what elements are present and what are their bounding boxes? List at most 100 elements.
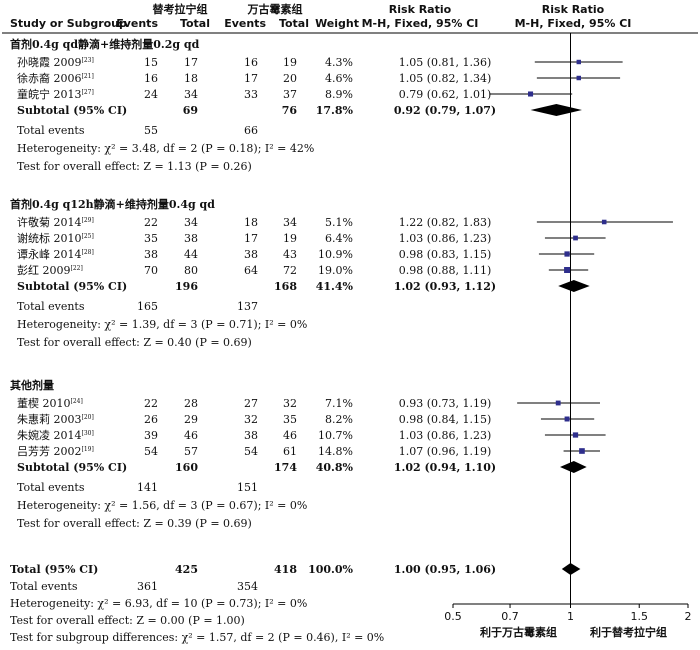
subtotal-weight-2: 40.8% xyxy=(316,461,354,474)
subgroup-total-events-label-2: Total events xyxy=(17,481,85,494)
rr-plot-method-header: M-H, Fixed, 95% CI xyxy=(515,17,632,30)
study-n2-3: 34 xyxy=(283,216,297,229)
study-n2-0: 19 xyxy=(283,56,297,69)
study-marker-7 xyxy=(555,400,561,406)
subgroup-overall-effect-1: Test for overall effect: Z = 0.40 (P = 0… xyxy=(17,336,252,349)
study-name-3: 许敬菊 2014[29] xyxy=(17,216,94,229)
study-name-8: 朱惠莉 2003[20] xyxy=(17,412,94,426)
total-ci: 1.00 (0.95, 1.06) xyxy=(394,563,496,576)
study-e1-6: 70 xyxy=(144,264,158,277)
study-ci-3: 1.22 (0.82, 1.83) xyxy=(399,216,492,229)
study-e1-3: 22 xyxy=(144,216,158,229)
subtotal-n1-1: 196 xyxy=(175,280,198,293)
study-e1-7: 22 xyxy=(144,397,158,410)
study-weight-3: 5.1% xyxy=(325,216,353,229)
study-ci-10: 1.07 (0.96, 1.19) xyxy=(399,445,492,458)
study-marker-1 xyxy=(576,75,582,81)
study-name-7: 董楔 2010[24] xyxy=(17,397,83,410)
subtotal-weight-1: 41.4% xyxy=(316,280,354,293)
x-tick-label-0: 0.5 xyxy=(444,610,462,623)
subgroup-total-events-e1-0: 55 xyxy=(144,124,158,137)
study-ci-9: 1.03 (0.86, 1.23) xyxy=(399,429,492,442)
study-e2-7: 27 xyxy=(244,397,258,410)
rr-method-header: M-H, Fixed, 95% CI xyxy=(362,17,479,30)
study-n2-4: 19 xyxy=(283,232,297,245)
study-weight-4: 6.4% xyxy=(325,232,353,245)
subgroup-title-1: 首剂0.4g q12h静滴+维持剂量0.4g qd xyxy=(10,197,215,211)
study-weight-2: 8.9% xyxy=(325,88,353,101)
study-e2-2: 33 xyxy=(244,88,258,101)
study-e1-9: 39 xyxy=(144,429,158,442)
study-column-header: Study or Subgroup xyxy=(10,17,127,30)
study-n2-5: 43 xyxy=(283,248,297,261)
x-tick-label-2: 1 xyxy=(567,610,574,623)
study-n1-0: 17 xyxy=(184,56,198,69)
study-name-6: 彭红 2009[22] xyxy=(17,263,83,277)
study-e1-1: 16 xyxy=(144,72,158,85)
study-n1-4: 38 xyxy=(184,232,198,245)
study-n1-2: 34 xyxy=(184,88,198,101)
study-name-1: 徐赤裔 2006[21] xyxy=(17,71,94,85)
x-tick-label-3: 1.5 xyxy=(630,610,648,623)
subtotal-n2-2: 174 xyxy=(274,461,297,474)
study-n2-8: 35 xyxy=(283,413,297,426)
study-e1-10: 54 xyxy=(144,445,158,458)
subgroup-overall-effect-2: Test for overall effect: Z = 0.39 (P = 0… xyxy=(17,517,252,530)
study-n1-3: 34 xyxy=(184,216,198,229)
total-label: Total (95% CI) xyxy=(10,563,98,576)
subtotal-ci-0: 0.92 (0.79, 1.07) xyxy=(394,104,496,117)
subgroup-total-events-e2-1: 137 xyxy=(237,300,258,313)
study-name-4: 谢统标 2010[25] xyxy=(17,231,94,245)
subtotal-label-2: Subtotal (95% CI) xyxy=(17,461,127,474)
study-marker-2 xyxy=(528,91,534,97)
favours-right-label: 利于替考拉宁组 xyxy=(590,625,667,639)
study-marker-5 xyxy=(564,251,570,257)
subgroup-heterogeneity-1: Heterogeneity: χ² = 1.39, df = 3 (P = 0.… xyxy=(17,318,307,331)
subgroup-heterogeneity-0: Heterogeneity: χ² = 3.48, df = 2 (P = 0.… xyxy=(17,142,314,155)
study-e2-9: 38 xyxy=(244,429,258,442)
study-weight-9: 10.7% xyxy=(318,429,353,442)
study-n2-7: 32 xyxy=(283,397,297,410)
study-weight-5: 10.9% xyxy=(318,248,353,261)
study-marker-3 xyxy=(601,219,607,225)
study-ci-1: 1.05 (0.82, 1.34) xyxy=(399,72,492,85)
study-ci-5: 0.98 (0.83, 1.15) xyxy=(399,248,492,261)
total-n2: 418 xyxy=(274,563,297,576)
rr-plot-header: Risk Ratio xyxy=(542,3,605,16)
study-ci-6: 0.98 (0.88, 1.11) xyxy=(399,264,492,277)
study-ci-8: 0.98 (0.84, 1.15) xyxy=(399,413,492,426)
subtotal-n1-2: 160 xyxy=(175,461,198,474)
events-header-2: Events xyxy=(224,17,266,30)
study-n2-1: 20 xyxy=(283,72,297,85)
study-marker-6 xyxy=(564,267,571,273)
subtotal-weight-0: 17.8% xyxy=(316,104,354,117)
study-e1-0: 15 xyxy=(144,56,158,69)
study-ci-2: 0.79 (0.62, 1.01) xyxy=(399,88,492,101)
favours-left-label: 利于万古霉素组 xyxy=(480,625,557,639)
total-diamond xyxy=(561,563,581,575)
subtotal-label-1: Subtotal (95% CI) xyxy=(17,280,127,293)
study-e2-5: 38 xyxy=(244,248,258,261)
subtotal-n2-0: 76 xyxy=(282,104,298,117)
subgroup-total-events-e1-1: 165 xyxy=(137,300,158,313)
study-e1-2: 24 xyxy=(144,88,158,101)
study-e2-1: 17 xyxy=(244,72,258,85)
study-name-9: 朱婉凌 2014[30] xyxy=(17,428,94,442)
study-n2-6: 72 xyxy=(283,264,297,277)
study-name-0: 孙晓霞 2009[23] xyxy=(17,56,94,69)
subgroup-total-events-e2-0: 66 xyxy=(244,124,258,137)
total-header-2: Total xyxy=(279,17,309,30)
total-header-1: Total xyxy=(180,17,210,30)
study-n2-9: 46 xyxy=(283,429,297,442)
study-ci-0: 1.05 (0.81, 1.36) xyxy=(399,56,492,69)
study-marker-10 xyxy=(579,448,585,454)
study-weight-1: 4.6% xyxy=(325,72,353,85)
subgroup-overall-effect-0: Test for overall effect: Z = 1.13 (P = 0… xyxy=(17,160,252,173)
study-weight-0: 4.3% xyxy=(325,56,353,69)
study-e1-8: 26 xyxy=(144,413,158,426)
study-n1-10: 57 xyxy=(184,445,198,458)
study-e2-8: 32 xyxy=(244,413,258,426)
study-marker-4 xyxy=(573,235,578,241)
study-name-2: 童皖宁 2013[27] xyxy=(17,87,94,101)
